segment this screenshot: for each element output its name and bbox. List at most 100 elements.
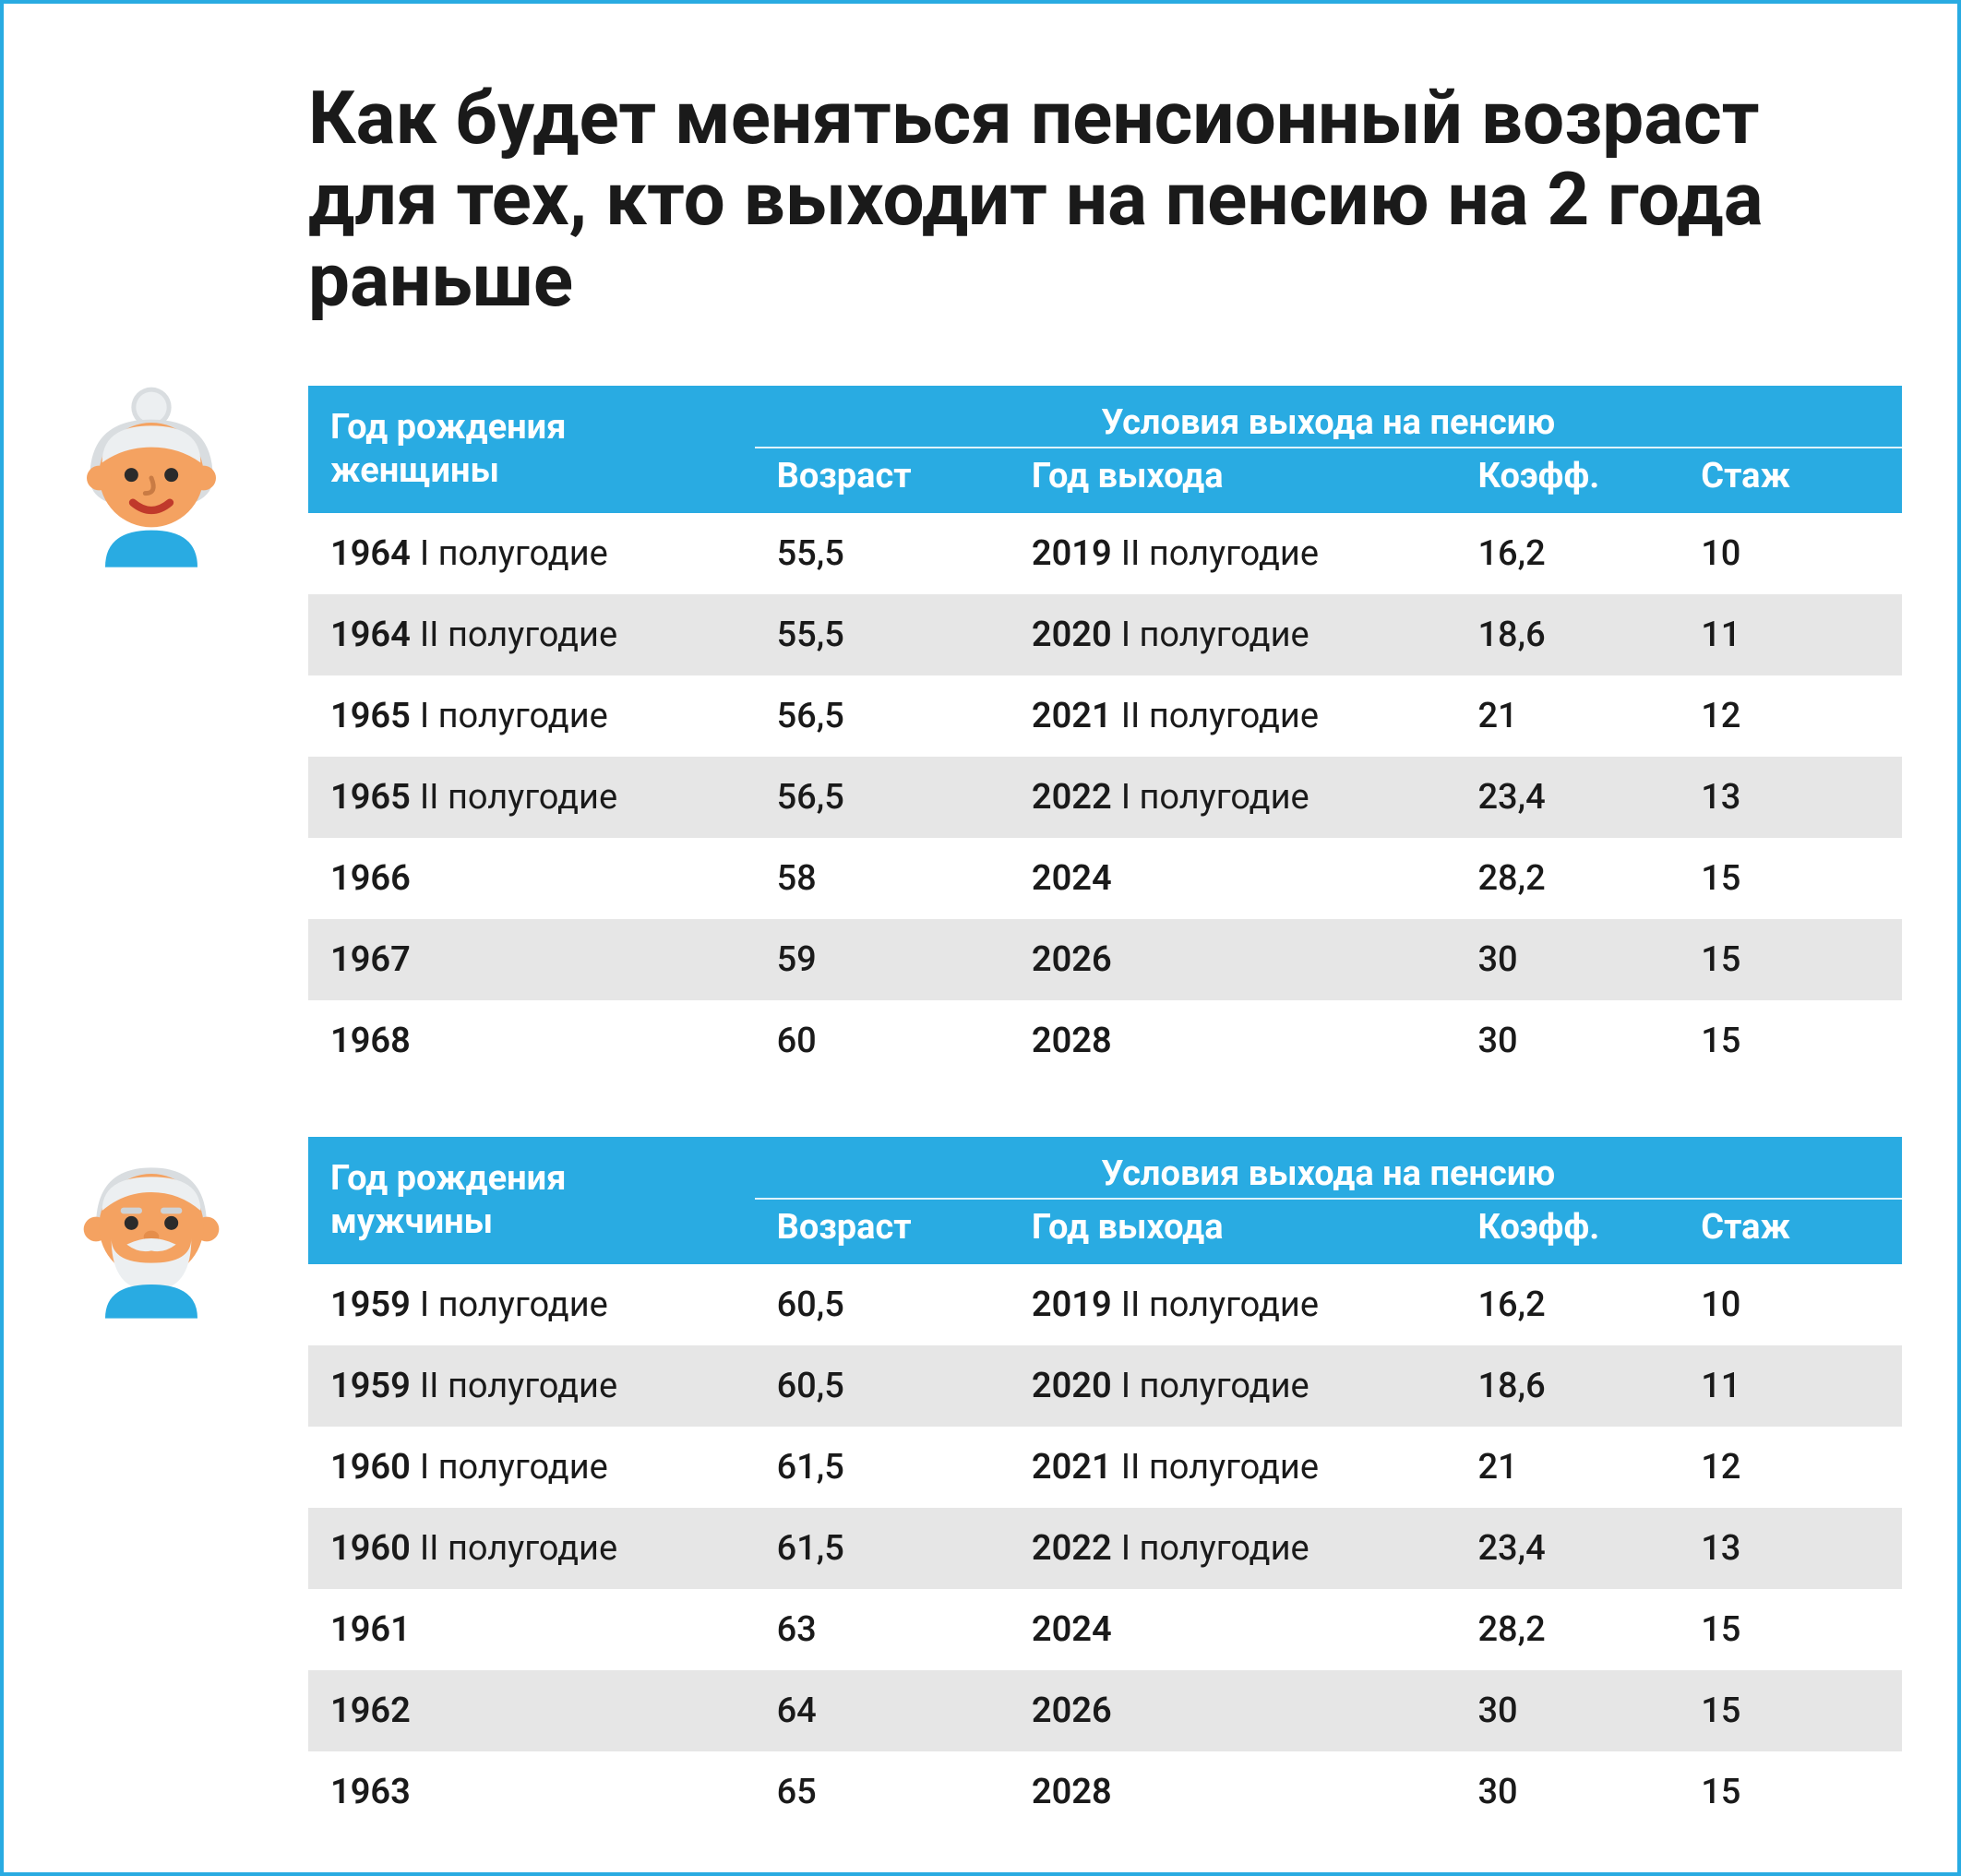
cell-coef: 23,4 (1455, 1508, 1679, 1589)
table-row: 1965I полугодие56,52021II полугодие2112 (308, 675, 1902, 757)
cell-age: 60,5 (755, 1264, 1010, 1345)
cell-coef: 21 (1455, 1427, 1679, 1508)
cell-coef: 30 (1455, 919, 1679, 1000)
cell-stage: 10 (1679, 1264, 1902, 1345)
th-birth: Год рождения мужчины (308, 1137, 755, 1264)
table-row: 19686020283015 (308, 1000, 1902, 1081)
cell-birth: 1960II полугодие (308, 1508, 755, 1589)
cell-birth: 1964II полугодие (308, 594, 755, 675)
section-men: Год рождения мужчины Условия выхода на п… (59, 1137, 1902, 1833)
table-row: 1960II полугодие61,52022I полугодие23,41… (308, 1508, 1902, 1589)
cell-birth: 1961 (308, 1589, 755, 1670)
table-row: 1959I полугодие60,52019II полугодие16,21… (308, 1264, 1902, 1345)
cell-age: 61,5 (755, 1508, 1010, 1589)
cell-birth: 1966 (308, 838, 755, 919)
cell-exit: 2028 (1010, 1000, 1456, 1081)
tbody-men: 1959I полугодие60,52019II полугодие16,21… (308, 1264, 1902, 1833)
cell-exit: 2021II полугодие (1010, 1427, 1456, 1508)
cell-exit: 2024 (1010, 1589, 1456, 1670)
table-row: 196163202428,215 (308, 1589, 1902, 1670)
page-title: Как будет меняться пенсионный возраст дл… (308, 78, 1831, 321)
th-conditions: Условия выхода на пенсию (755, 386, 1902, 447)
cell-age: 64 (755, 1670, 1010, 1751)
cell-stage: 12 (1679, 1427, 1902, 1508)
cell-age: 58 (755, 838, 1010, 919)
cell-birth: 1959II полугодие (308, 1345, 755, 1427)
woman-icon (59, 386, 308, 574)
cell-age: 56,5 (755, 675, 1010, 757)
cell-stage: 11 (1679, 1345, 1902, 1427)
cell-exit: 2026 (1010, 919, 1456, 1000)
cell-age: 60 (755, 1000, 1010, 1081)
section-women: Год рождения женщины Условия выхода на п… (59, 386, 1902, 1081)
cell-coef: 18,6 (1455, 1345, 1679, 1427)
cell-stage: 15 (1679, 1751, 1902, 1833)
th-birth: Год рождения женщины (308, 386, 755, 513)
th-conditions: Условия выхода на пенсию (755, 1137, 1902, 1198)
cell-coef: 30 (1455, 1670, 1679, 1751)
cell-birth: 1968 (308, 1000, 755, 1081)
cell-coef: 18,6 (1455, 594, 1679, 675)
table-row: 1965II полугодие56,52022I полугодие23,41… (308, 757, 1902, 838)
cell-age: 56,5 (755, 757, 1010, 838)
cell-coef: 28,2 (1455, 838, 1679, 919)
cell-exit: 2028 (1010, 1751, 1456, 1833)
th-age: Возраст (755, 1198, 1010, 1264)
cell-birth: 1959I полугодие (308, 1264, 755, 1345)
th-exit: Год выхода (1010, 447, 1456, 513)
th-exit: Год выхода (1010, 1198, 1456, 1264)
cell-birth: 1965I полугодие (308, 675, 755, 757)
th-age: Возраст (755, 447, 1010, 513)
cell-exit: 2019II полугодие (1010, 1264, 1456, 1345)
table-row: 1959II полугодие60,52020I полугодие18,61… (308, 1345, 1902, 1427)
cell-exit: 2021II полугодие (1010, 675, 1456, 757)
cell-birth: 1967 (308, 919, 755, 1000)
cell-age: 65 (755, 1751, 1010, 1833)
cell-stage: 15 (1679, 1670, 1902, 1751)
table-row: 19636520283015 (308, 1751, 1902, 1833)
th-coef: Коэфф. (1455, 447, 1679, 513)
cell-age: 60,5 (755, 1345, 1010, 1427)
th-stage: Стаж (1679, 447, 1902, 513)
cell-age: 63 (755, 1589, 1010, 1670)
cell-stage: 13 (1679, 1508, 1902, 1589)
cell-coef: 16,2 (1455, 513, 1679, 594)
cell-coef: 28,2 (1455, 1589, 1679, 1670)
cell-coef: 30 (1455, 1000, 1679, 1081)
cell-coef: 16,2 (1455, 1264, 1679, 1345)
man-icon (59, 1137, 308, 1325)
cell-age: 55,5 (755, 513, 1010, 594)
table-row: 1964II полугодие55,52020I полугодие18,61… (308, 594, 1902, 675)
cell-stage: 15 (1679, 838, 1902, 919)
cell-stage: 15 (1679, 919, 1902, 1000)
table-men: Год рождения мужчины Условия выхода на п… (308, 1137, 1902, 1833)
infographic-frame: Как будет меняться пенсионный возраст дл… (0, 0, 1961, 1876)
cell-birth: 1965II полугодие (308, 757, 755, 838)
cell-exit: 2020I полугодие (1010, 594, 1456, 675)
cell-stage: 11 (1679, 594, 1902, 675)
cell-age: 55,5 (755, 594, 1010, 675)
cell-coef: 23,4 (1455, 757, 1679, 838)
cell-exit: 2026 (1010, 1670, 1456, 1751)
th-stage: Стаж (1679, 1198, 1902, 1264)
cell-birth: 1962 (308, 1670, 755, 1751)
tbody-women: 1964I полугодие55,52019II полугодие16,21… (308, 513, 1902, 1081)
cell-birth: 1963 (308, 1751, 755, 1833)
table-women: Год рождения женщины Условия выхода на п… (308, 386, 1902, 1081)
cell-exit: 2024 (1010, 838, 1456, 919)
cell-birth: 1964I полугодие (308, 513, 755, 594)
cell-stage: 15 (1679, 1589, 1902, 1670)
cell-exit: 2022I полугодие (1010, 1508, 1456, 1589)
th-coef: Коэфф. (1455, 1198, 1679, 1264)
cell-exit: 2019II полугодие (1010, 513, 1456, 594)
cell-age: 59 (755, 919, 1010, 1000)
table-row: 196658202428,215 (308, 838, 1902, 919)
cell-stage: 15 (1679, 1000, 1902, 1081)
cell-age: 61,5 (755, 1427, 1010, 1508)
cell-coef: 21 (1455, 675, 1679, 757)
cell-stage: 13 (1679, 757, 1902, 838)
cell-coef: 30 (1455, 1751, 1679, 1833)
cell-exit: 2022I полугодие (1010, 757, 1456, 838)
table-row: 1964I полугодие55,52019II полугодие16,21… (308, 513, 1902, 594)
cell-exit: 2020I полугодие (1010, 1345, 1456, 1427)
